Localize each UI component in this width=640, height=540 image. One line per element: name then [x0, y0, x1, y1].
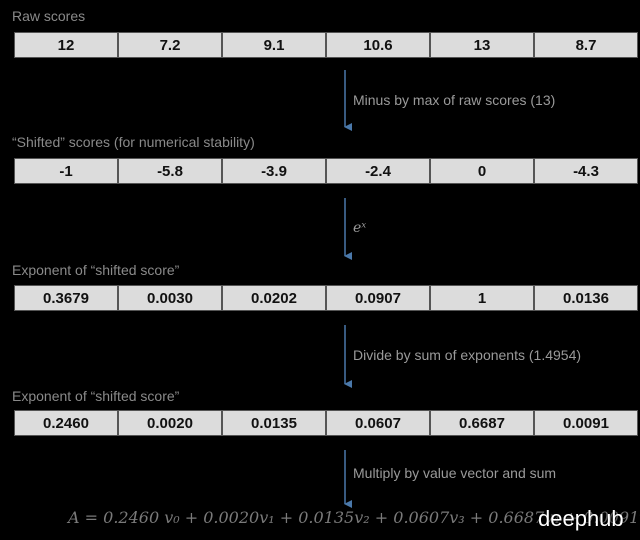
row-label: Exponent of “shifted score”	[12, 388, 180, 404]
step-label: Divide by sum of exponents (1.4954)	[353, 347, 582, 363]
value-cell: 7.2	[118, 32, 222, 58]
row-label: Raw scores	[12, 8, 86, 24]
value-cell: 0.2460	[14, 410, 118, 436]
row-label: Exponent of “shifted score”	[12, 262, 180, 278]
value-cell: -1	[14, 158, 118, 184]
value-cell: 10.6	[326, 32, 430, 58]
value-cell: 12	[14, 32, 118, 58]
value-row: 12 7.2 9.1 10.6 13 8.7	[14, 32, 638, 58]
step-label: Minus by max of raw scores (13)	[353, 92, 556, 108]
value-row: 0.2460 0.0020 0.0135 0.0607 0.6687 0.0091	[14, 410, 638, 436]
brand: deephub	[538, 506, 624, 531]
value-cell: 0.0020	[118, 410, 222, 436]
value-cell: 0.0202	[222, 285, 326, 311]
value-cell: -3.9	[222, 158, 326, 184]
row-label: “Shifted” scores (for numerical stabilit…	[12, 134, 255, 150]
value-cell: 0.6687	[430, 410, 534, 436]
step-label: eˣ	[353, 220, 367, 236]
step-label: Multiply by value vector and sum	[353, 465, 557, 481]
value-cell: 0.0607	[326, 410, 430, 436]
value-row: -1 -5.8 -3.9 -2.4 0 -4.3	[14, 158, 638, 184]
value-cell: -5.8	[118, 158, 222, 184]
value-cell: 0.0135	[222, 410, 326, 436]
value-cell: 13	[430, 32, 534, 58]
value-cell: 8.7	[534, 32, 638, 58]
value-row: 0.3679 0.0030 0.0202 0.0907 1 0.0136	[14, 285, 638, 311]
value-cell: -2.4	[326, 158, 430, 184]
formula: A = 0.2460 v₀ + 0.0020v₁ + 0.0135v₂ + 0.…	[68, 508, 640, 527]
value-cell: 0.0907	[326, 285, 430, 311]
value-cell: 0.0091	[534, 410, 638, 436]
value-cell: 0.0136	[534, 285, 638, 311]
value-cell: 1	[430, 285, 534, 311]
value-cell: -4.3	[534, 158, 638, 184]
value-cell: 0.3679	[14, 285, 118, 311]
value-cell: 0.0030	[118, 285, 222, 311]
value-cell: 0	[430, 158, 534, 184]
value-cell: 9.1	[222, 32, 326, 58]
